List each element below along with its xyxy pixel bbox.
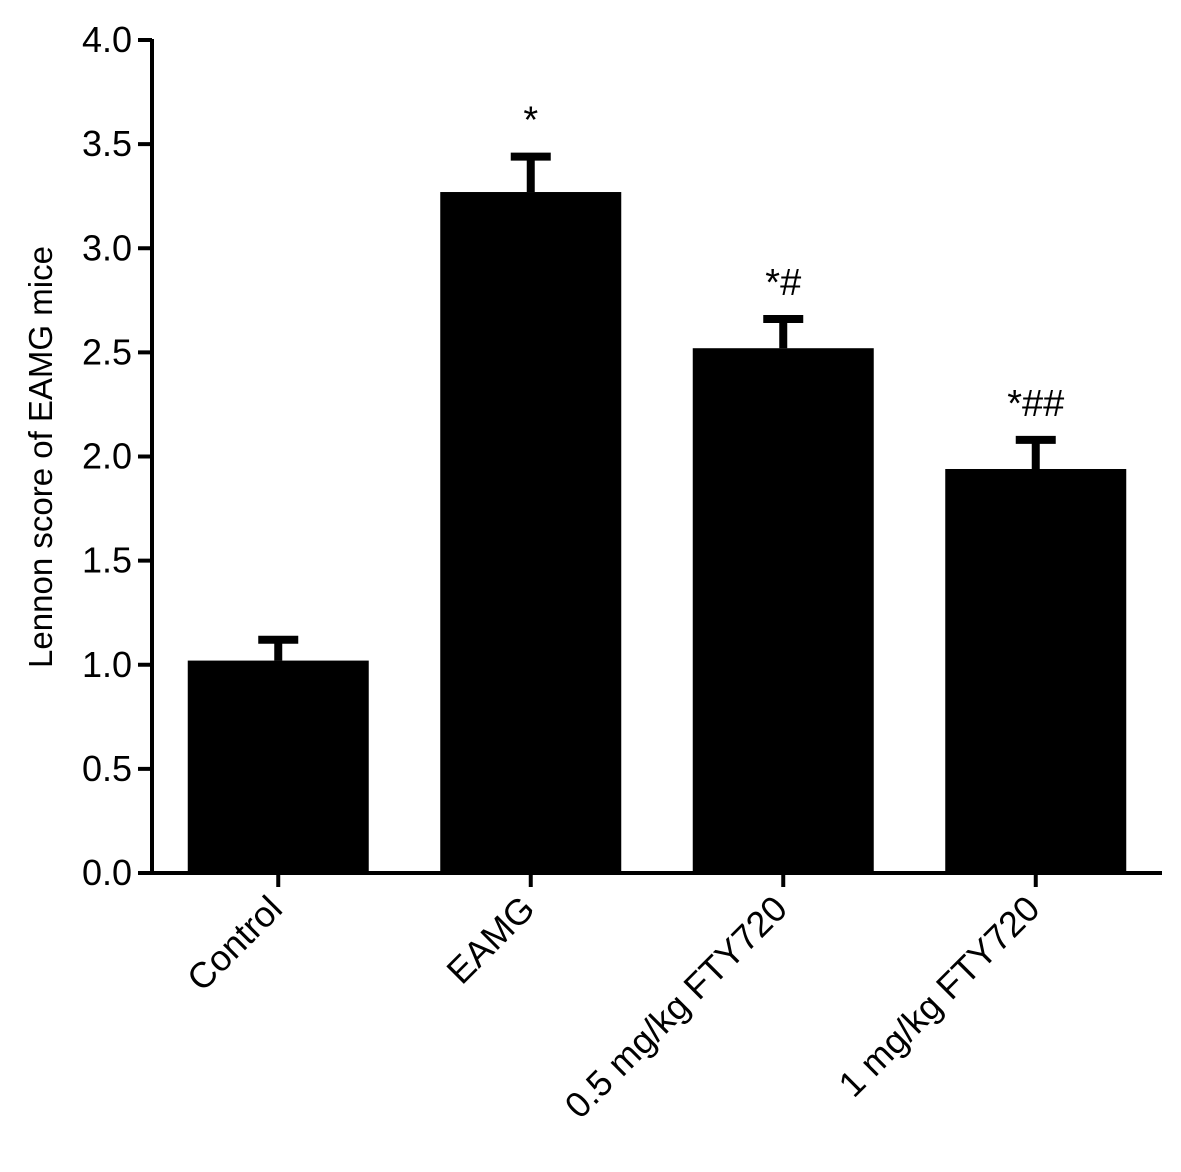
significance-annotation: *# xyxy=(765,262,801,304)
bar xyxy=(440,192,622,873)
y-tick-label: 0.5 xyxy=(82,748,132,789)
error-bars-group xyxy=(258,152,1056,661)
y-tick-label: 1.0 xyxy=(82,644,132,685)
y-tick-label: 3.0 xyxy=(82,227,132,268)
significance-annotation: * xyxy=(523,100,538,142)
category-labels-group: Control EAMG 0.5 mg/kg FTY720 1 mg/kg FTY72… xyxy=(179,888,1048,1126)
y-tick-label: 0.0 xyxy=(82,852,132,893)
y-axis: 0.0 0.5 1.0 1.5 2.0 2.5 3.0 3.5 4.0 xyxy=(82,19,154,893)
category-label: 1 mg/kg FTY720 xyxy=(830,888,1047,1105)
category-label: Control xyxy=(179,888,290,999)
annotations-group: * *# *## xyxy=(523,100,1064,425)
y-tick-label: 2.0 xyxy=(82,436,132,477)
y-tick-label: 2.5 xyxy=(82,331,132,372)
bar xyxy=(945,468,1127,873)
x-axis xyxy=(150,871,1162,887)
category-label: EAMG xyxy=(438,888,542,992)
significance-annotation: *## xyxy=(1007,383,1064,425)
y-tick-label: 4.0 xyxy=(82,19,132,60)
bar xyxy=(692,348,874,874)
y-axis-title: Lennon score of EAMG mice xyxy=(22,246,59,668)
category-label: 0.5 mg/kg FTY720 xyxy=(557,888,795,1126)
bars-group xyxy=(187,192,1127,874)
bar xyxy=(187,660,369,873)
y-axis-title-group: Lennon score of EAMG mice xyxy=(22,246,59,668)
y-tick-label: 3.5 xyxy=(82,123,132,164)
y-tick-label: 1.5 xyxy=(82,540,132,581)
